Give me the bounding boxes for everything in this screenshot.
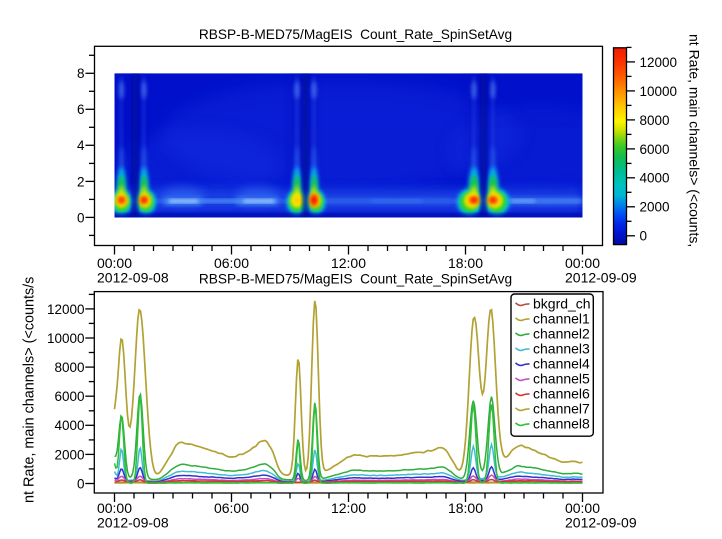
svg-text:2000: 2000 bbox=[54, 447, 84, 462]
svg-text:8000: 8000 bbox=[640, 113, 670, 128]
svg-text:RBSP-B-MED75/MagEIS Count_Rat: RBSP-B-MED75/MagEIS Count_Rate_SpinSetAv… bbox=[199, 271, 512, 286]
svg-text:2000: 2000 bbox=[640, 200, 670, 215]
svg-text:channel3: channel3 bbox=[533, 340, 590, 356]
svg-text:12000: 12000 bbox=[47, 302, 85, 317]
svg-text:00:00: 00:00 bbox=[565, 255, 600, 271]
svg-text:4: 4 bbox=[77, 138, 85, 153]
svg-text:channel8: channel8 bbox=[533, 415, 590, 431]
svg-text:6000: 6000 bbox=[640, 142, 670, 157]
svg-text:channel1: channel1 bbox=[533, 310, 590, 326]
svg-text:10000: 10000 bbox=[640, 84, 678, 99]
svg-text:06:00: 06:00 bbox=[214, 255, 249, 271]
svg-text:12:00: 12:00 bbox=[331, 500, 366, 516]
svg-text:channel5: channel5 bbox=[533, 370, 590, 386]
svg-text:4000: 4000 bbox=[640, 171, 670, 186]
svg-text:8000: 8000 bbox=[54, 360, 84, 375]
svg-text:6: 6 bbox=[77, 102, 85, 117]
svg-text:4000: 4000 bbox=[54, 418, 84, 433]
svg-text:12:00: 12:00 bbox=[331, 255, 366, 271]
svg-text:2: 2 bbox=[77, 174, 85, 189]
svg-text:12000: 12000 bbox=[640, 55, 678, 70]
svg-text:2012-09-08: 2012-09-08 bbox=[97, 269, 169, 285]
svg-text:0: 0 bbox=[640, 229, 648, 244]
svg-text:bkgrd_ch: bkgrd_ch bbox=[533, 295, 591, 311]
svg-text:channel2: channel2 bbox=[533, 325, 590, 341]
svg-text:2012-09-09: 2012-09-09 bbox=[565, 269, 637, 285]
svg-text:00:00: 00:00 bbox=[97, 500, 132, 516]
svg-text:2012-09-08: 2012-09-08 bbox=[97, 514, 169, 530]
svg-text:0: 0 bbox=[77, 476, 85, 491]
svg-text:10000: 10000 bbox=[47, 331, 85, 346]
svg-text:18:00: 18:00 bbox=[448, 500, 483, 516]
svg-text:channel6: channel6 bbox=[533, 385, 590, 401]
svg-text:06:00: 06:00 bbox=[214, 500, 249, 516]
svg-text:nt Rate, main channels> (<coun: nt Rate, main channels> (<counts, bbox=[687, 34, 703, 247]
svg-text:channel4: channel4 bbox=[533, 355, 590, 371]
svg-text:8: 8 bbox=[77, 66, 85, 81]
svg-text:6000: 6000 bbox=[54, 389, 84, 404]
svg-text:18:00: 18:00 bbox=[448, 255, 483, 271]
svg-text:00:00: 00:00 bbox=[97, 255, 132, 271]
svg-text:RBSP-B-MED75/MagEIS Count_Rat: RBSP-B-MED75/MagEIS Count_Rate_SpinSetAv… bbox=[199, 27, 512, 42]
svg-text:00:00: 00:00 bbox=[565, 500, 600, 516]
svg-text:channel7: channel7 bbox=[533, 400, 590, 416]
svg-text:2012-09-09: 2012-09-09 bbox=[565, 514, 637, 530]
svg-text:0: 0 bbox=[77, 210, 85, 225]
svg-text:nt Rate, main channels> (<coun: nt Rate, main channels> (<counts/s bbox=[22, 277, 38, 503]
